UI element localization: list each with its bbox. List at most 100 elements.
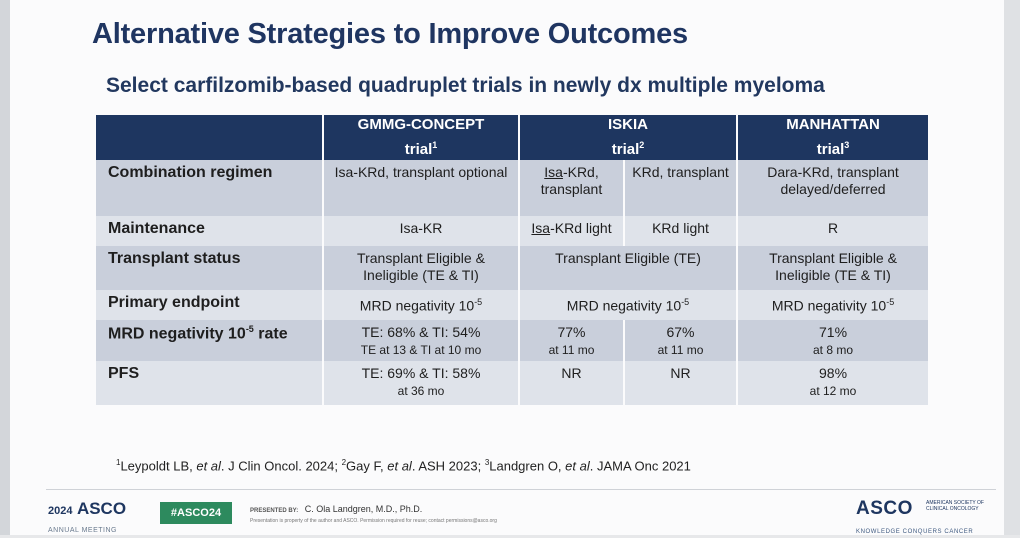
footnote-part-2b: . ASH 2023; bbox=[411, 458, 485, 474]
gmmg-mrd-sub: TE at 13 & TI at 10 mo bbox=[360, 343, 482, 357]
row-label-pfs: PFS bbox=[96, 361, 323, 405]
slide-subtitle: Select carfilzomib-based quadruplet tria… bbox=[106, 74, 825, 97]
footnote-part-2: Gay F, bbox=[346, 458, 388, 474]
cell-manhattan-maintenance: R bbox=[736, 216, 929, 246]
cell-gmmg-maintenance: Isa-KR bbox=[322, 216, 519, 246]
iskia-endpoint-text: MRD negativity 10 bbox=[566, 297, 682, 314]
row-label-maintenance: Maintenance bbox=[96, 216, 323, 246]
cell-gmmg-pfs: TE: 69% & TI: 58% at 36 mo bbox=[322, 361, 519, 405]
cell-iskia-a-mrd: 77% at 11 mo bbox=[518, 320, 624, 361]
cell-manhattan-endpoint: MRD negativity 10-5 bbox=[736, 290, 929, 320]
cell-iskia-b-combination: KRd, transplant bbox=[622, 160, 738, 216]
gmmg-endpoint-text: MRD negativity 10 bbox=[359, 297, 475, 314]
table-header-row: GMMG-CONCEPT trial1 ISKIA trial2 MANHATT… bbox=[96, 115, 929, 160]
meeting-subtitle: ANNUAL MEETING bbox=[48, 527, 117, 534]
table-row: Transplant status Transplant Eligible & … bbox=[96, 246, 929, 290]
cell-gmmg-endpoint: MRD negativity 10-5 bbox=[322, 290, 519, 320]
footnote-ref-2: 2 bbox=[341, 458, 347, 467]
cell-iskia-endpoint: MRD negativity 10-5 bbox=[517, 290, 738, 320]
presenter-line: PRESENTED BY: C. Ola Landgren, M.D., Ph.… bbox=[250, 504, 422, 514]
footnote-etal-2: et al bbox=[387, 458, 412, 474]
manhattan-endpoint-exp: -5 bbox=[886, 297, 895, 307]
manhattan-mrd-value: 71% bbox=[819, 324, 848, 340]
row-label-endpoint: Primary endpoint bbox=[96, 290, 323, 320]
cell-iskia-b-pfs: NR bbox=[622, 361, 738, 405]
header-iskia-trial: trial bbox=[611, 141, 640, 158]
presenter-name: C. Ola Landgren, M.D., Ph.D. bbox=[304, 504, 423, 514]
footnote-part-1: Leypoldt LB, bbox=[120, 458, 197, 474]
header-empty bbox=[96, 115, 323, 160]
table-row: Combination regimen Isa-KRd, transplant … bbox=[96, 160, 929, 216]
cell-iskia-transplant: Transplant Eligible (TE) bbox=[517, 246, 738, 290]
iskia-a-mrd-value: 77% bbox=[557, 324, 586, 340]
footnote-ref-1: 1 bbox=[116, 458, 121, 467]
trials-table: GMMG-CONCEPT trial1 ISKIA trial2 MANHATT… bbox=[96, 115, 929, 405]
manhattan-pfs-value: 98% bbox=[819, 365, 848, 381]
table-row: PFS TE: 69% & TI: 58% at 36 mo NR NR 98% a… bbox=[96, 361, 929, 405]
iskia-a-maintenance-isa: Isa bbox=[531, 220, 551, 236]
right-edge-bar bbox=[1004, 0, 1020, 535]
header-iskia-name: ISKIA bbox=[608, 116, 649, 133]
header-manhattan-ref: 3 bbox=[844, 140, 850, 150]
society-fullname: AMERICAN SOCIETY OF CLINICAL ONCOLOGY bbox=[926, 500, 984, 512]
iskia-endpoint-exp: -5 bbox=[681, 297, 690, 307]
iskia-a-mrd-sub: at 11 mo bbox=[548, 343, 595, 357]
cell-iskia-a-pfs: NR bbox=[518, 361, 624, 405]
row-label-combination: Combination regimen bbox=[96, 160, 323, 216]
cell-gmmg-combination: Isa-KRd, transplant optional bbox=[322, 160, 519, 216]
cell-iskia-b-mrd: 67% at 11 mo bbox=[622, 320, 738, 361]
cell-iskia-a-maintenance: Isa-KRd light bbox=[518, 216, 624, 246]
header-iskia: ISKIA trial2 bbox=[517, 115, 738, 160]
header-manhattan: MANHATTAN trial3 bbox=[736, 115, 929, 160]
hashtag-badge: #ASCO24 bbox=[160, 502, 232, 524]
header-gmmg-name: GMMG-CONCEPT bbox=[357, 116, 485, 133]
manhattan-endpoint-text: MRD negativity 10 bbox=[771, 297, 887, 314]
header-gmmg: GMMG-CONCEPT trial1 bbox=[322, 115, 519, 160]
presented-by-label: PRESENTED BY: bbox=[250, 508, 299, 514]
header-gmmg-ref: 1 bbox=[432, 140, 438, 150]
meeting-brand: ASCO bbox=[76, 499, 127, 518]
left-edge-bar bbox=[0, 0, 12, 535]
cell-manhattan-pfs: 98% at 12 mo bbox=[736, 361, 929, 405]
header-manhattan-trial: trial bbox=[816, 141, 845, 158]
mrd-label-text: MRD negativity 10 bbox=[108, 325, 246, 343]
cell-gmmg-transplant: Transplant Eligible & Ineligible (TE & T… bbox=[322, 246, 519, 290]
iskia-b-mrd-sub: at 11 mo bbox=[657, 343, 704, 357]
slide-title: Alternative Strategies to Improve Outcom… bbox=[92, 18, 688, 50]
footer-divider bbox=[46, 489, 996, 490]
header-manhattan-name: MANHATTAN bbox=[786, 116, 880, 133]
presentation-notice: Presentation is property of the author a… bbox=[250, 518, 497, 524]
footnote-part-1b: . J Clin Oncol. 2024; bbox=[220, 458, 342, 474]
iskia-a-combination-rest: -KRd, transplant bbox=[540, 164, 603, 197]
iskia-a-combination-isa: Isa bbox=[544, 164, 563, 180]
mrd-label-post: rate bbox=[253, 325, 288, 343]
mrd-label-exp: -5 bbox=[245, 324, 254, 334]
header-gmmg-trial: trial bbox=[404, 141, 433, 158]
cell-gmmg-mrd: TE: 68% & TI: 54% TE at 13 & TI at 10 mo bbox=[322, 320, 519, 361]
gmmg-endpoint-exp: -5 bbox=[474, 297, 483, 307]
cell-manhattan-combination: Dara-KRd, transplant delayed/deferred bbox=[736, 160, 929, 216]
footnote-part-3: Landgren O, bbox=[489, 458, 566, 474]
cell-iskia-b-maintenance: KRd light bbox=[622, 216, 738, 246]
cell-iskia-a-combination: Isa-KRd, transplant bbox=[518, 160, 624, 216]
society-tagline: KNOWLEDGE CONQUERS CANCER bbox=[856, 529, 974, 535]
footnote-ref-3: 3 bbox=[484, 458, 490, 467]
iskia-a-maintenance-rest: -KRd light bbox=[550, 220, 612, 236]
asco-meeting-logo: 2024 ASCO ANNUAL MEETING bbox=[48, 499, 126, 537]
society-brand: ASCO bbox=[856, 498, 913, 519]
manhattan-mrd-sub: at 8 mo bbox=[813, 343, 854, 357]
gmmg-pfs-sub: at 36 mo bbox=[397, 384, 445, 398]
table-row: MRD negativity 10-5 rate TE: 68% & TI: 5… bbox=[96, 320, 929, 361]
meeting-year: 2024 bbox=[48, 505, 73, 517]
manhattan-pfs-sub: at 12 mo bbox=[809, 384, 857, 398]
asco-society-logo: ASCO AMERICAN SOCIETY OF CLINICAL ONCOLO… bbox=[856, 498, 984, 538]
footnote: 1Leypoldt LB, et al. J Clin Oncol. 2024;… bbox=[116, 458, 691, 473]
row-label-mrd: MRD negativity 10-5 rate bbox=[96, 320, 323, 361]
footnote-part-3b: . JAMA Onc 2021 bbox=[589, 458, 691, 474]
cell-manhattan-transplant: Transplant Eligible & Ineligible (TE & T… bbox=[736, 246, 929, 290]
header-iskia-ref: 2 bbox=[639, 140, 645, 150]
footnote-etal-1: et al bbox=[196, 458, 221, 474]
table-row: Primary endpoint MRD negativity 10-5 MRD… bbox=[96, 290, 929, 320]
gmmg-pfs-value: TE: 69% & TI: 58% bbox=[361, 365, 481, 381]
gmmg-mrd-value: TE: 68% & TI: 54% bbox=[361, 324, 481, 340]
